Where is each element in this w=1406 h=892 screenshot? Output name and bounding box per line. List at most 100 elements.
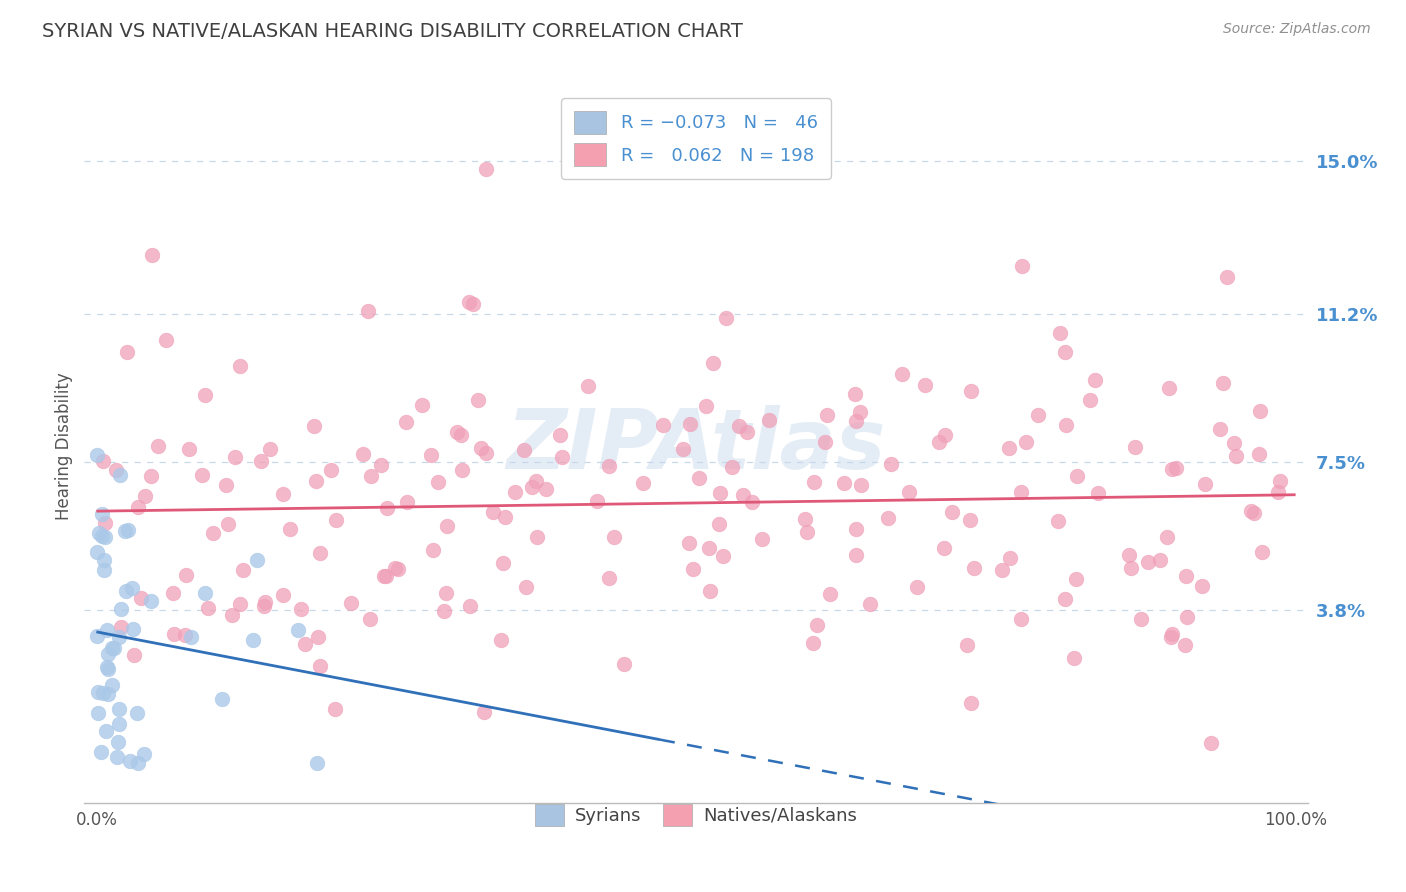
Point (845, 414, 868, 428)
Point (224, 450, 246, 464)
Point (959, 384, 981, 398)
Point (603, 530, 626, 544)
Point (963, 561, 986, 575)
Point (1216, 270, 1239, 285)
Point (419, 448, 441, 462)
Point (548, 427, 571, 442)
Point (803, 475, 825, 489)
Point (1166, 461, 1188, 475)
Point (818, 587, 841, 601)
Point (340, 596, 363, 610)
Point (193, 586, 215, 600)
Point (859, 597, 882, 611)
Point (1201, 736, 1223, 750)
Point (1137, 555, 1160, 569)
Point (678, 536, 700, 550)
Point (117, 524, 139, 538)
Point (108, 630, 131, 644)
Point (1174, 638, 1197, 652)
Point (155, 334, 177, 348)
Point (845, 548, 868, 562)
Point (796, 525, 818, 540)
Point (110, 467, 132, 482)
Point (278, 522, 301, 536)
Point (702, 356, 724, 370)
Point (384, 561, 406, 575)
Point (139, 594, 162, 608)
Point (513, 442, 536, 457)
Point (446, 425, 468, 440)
Point (1130, 612, 1153, 626)
Point (458, 599, 481, 613)
Point (309, 546, 332, 560)
Point (1161, 627, 1184, 641)
Point (114, 524, 136, 538)
Point (215, 478, 238, 492)
Point (86, 545, 108, 559)
Point (91, 454, 114, 468)
Point (433, 604, 456, 618)
Point (482, 505, 505, 519)
Point (242, 632, 264, 647)
Point (375, 501, 398, 516)
Point (259, 442, 281, 456)
Point (503, 485, 526, 500)
Point (997, 441, 1019, 455)
Point (1249, 447, 1271, 461)
Point (578, 379, 600, 393)
Point (733, 488, 755, 502)
Point (522, 480, 544, 494)
Point (494, 510, 516, 524)
Point (998, 550, 1021, 565)
Point (905, 580, 928, 594)
Point (598, 571, 620, 585)
Text: ZIPAtlas: ZIPAtlas (506, 406, 886, 486)
Point (174, 628, 197, 642)
Point (475, 162, 498, 177)
Point (720, 459, 742, 474)
Point (352, 447, 374, 461)
Point (672, 442, 695, 456)
Point (699, 583, 721, 598)
Point (134, 747, 156, 761)
Point (93, 552, 115, 566)
Point (105, 750, 128, 764)
Point (127, 706, 149, 720)
Point (845, 522, 868, 536)
Point (97, 687, 120, 701)
Point (141, 248, 163, 262)
Point (129, 591, 152, 605)
Legend: Syrians, Natives/Alaskans: Syrians, Natives/Alaskans (529, 797, 863, 833)
Point (96, 660, 118, 674)
Point (373, 569, 395, 583)
Point (1010, 484, 1032, 499)
Point (524, 474, 547, 488)
Point (121, 581, 143, 595)
Point (91, 686, 114, 700)
Point (1015, 434, 1038, 449)
Point (110, 620, 132, 634)
Point (758, 413, 780, 427)
Point (1174, 568, 1197, 582)
Point (714, 311, 737, 326)
Text: SYRIAN VS NATIVE/ALASKAN HEARING DISABILITY CORRELATION CHART: SYRIAN VS NATIVE/ALASKAN HEARING DISABIL… (42, 22, 742, 41)
Point (458, 295, 481, 310)
Point (598, 458, 620, 473)
Point (463, 297, 485, 311)
Point (1049, 326, 1071, 341)
Point (105, 462, 128, 476)
Point (741, 494, 763, 508)
Point (357, 303, 380, 318)
Point (880, 457, 903, 471)
Point (387, 562, 409, 576)
Point (86, 706, 108, 721)
Point (1250, 545, 1272, 559)
Point (651, 418, 673, 433)
Point (127, 756, 149, 770)
Point (290, 601, 312, 615)
Point (751, 533, 773, 547)
Text: Source: ZipAtlas.com: Source: ZipAtlas.com (1223, 22, 1371, 37)
Point (250, 454, 273, 468)
Point (287, 624, 309, 638)
Point (1078, 393, 1101, 408)
